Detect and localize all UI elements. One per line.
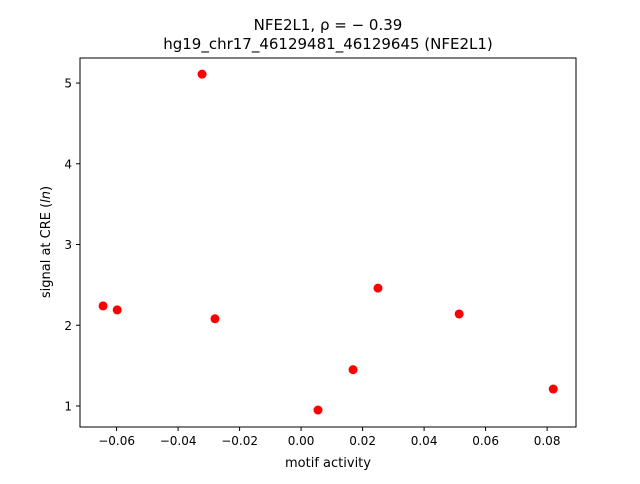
x-tick-label: −0.02 [221,434,258,448]
data-point [548,384,558,394]
chart-title-line1: NFE2L1, ρ = − 0.39 [254,16,403,34]
y-tick-label: 5 [64,77,72,91]
x-axis-label: motif activity [285,456,371,471]
x-tick-label: 0.04 [411,434,438,448]
data-point [373,283,383,293]
y-tick-label: 1 [64,400,72,414]
data-point [197,69,207,79]
y-tick-label: 4 [64,157,72,171]
data-point [210,314,220,324]
x-tick-label: 0.06 [472,434,499,448]
data-point [98,301,108,311]
y-axis-label-prefix: signal at CRE ( [39,203,54,298]
data-point [313,405,323,415]
x-tick-label: −0.04 [160,434,197,448]
x-tick-label: −0.06 [98,434,135,448]
data-point [348,365,358,375]
plot-marks [98,69,558,415]
chart-title-line2: hg19_chr17_46129481_46129645 (NFE2L1) [163,35,493,54]
data-point [454,309,464,319]
y-tick-label: 2 [64,319,72,333]
x-tick-label: 0.02 [349,434,376,448]
data-point [112,305,122,315]
x-tick-label: 0.08 [534,434,561,448]
y-axis-label-italic: ln [39,191,54,203]
y-axis-label: signal at CRE (ln) [39,186,54,298]
plot-frame [79,57,577,428]
y-axis-label-suffix: ) [39,186,54,191]
y-tick-label: 3 [64,238,72,252]
x-tick-label: 0.00 [288,434,315,448]
axis-ticks: −0.06 −0.04 −0.02 0.00 0.02 0.04 0.06 0.08 1 2 3 4 5 [64,77,560,448]
